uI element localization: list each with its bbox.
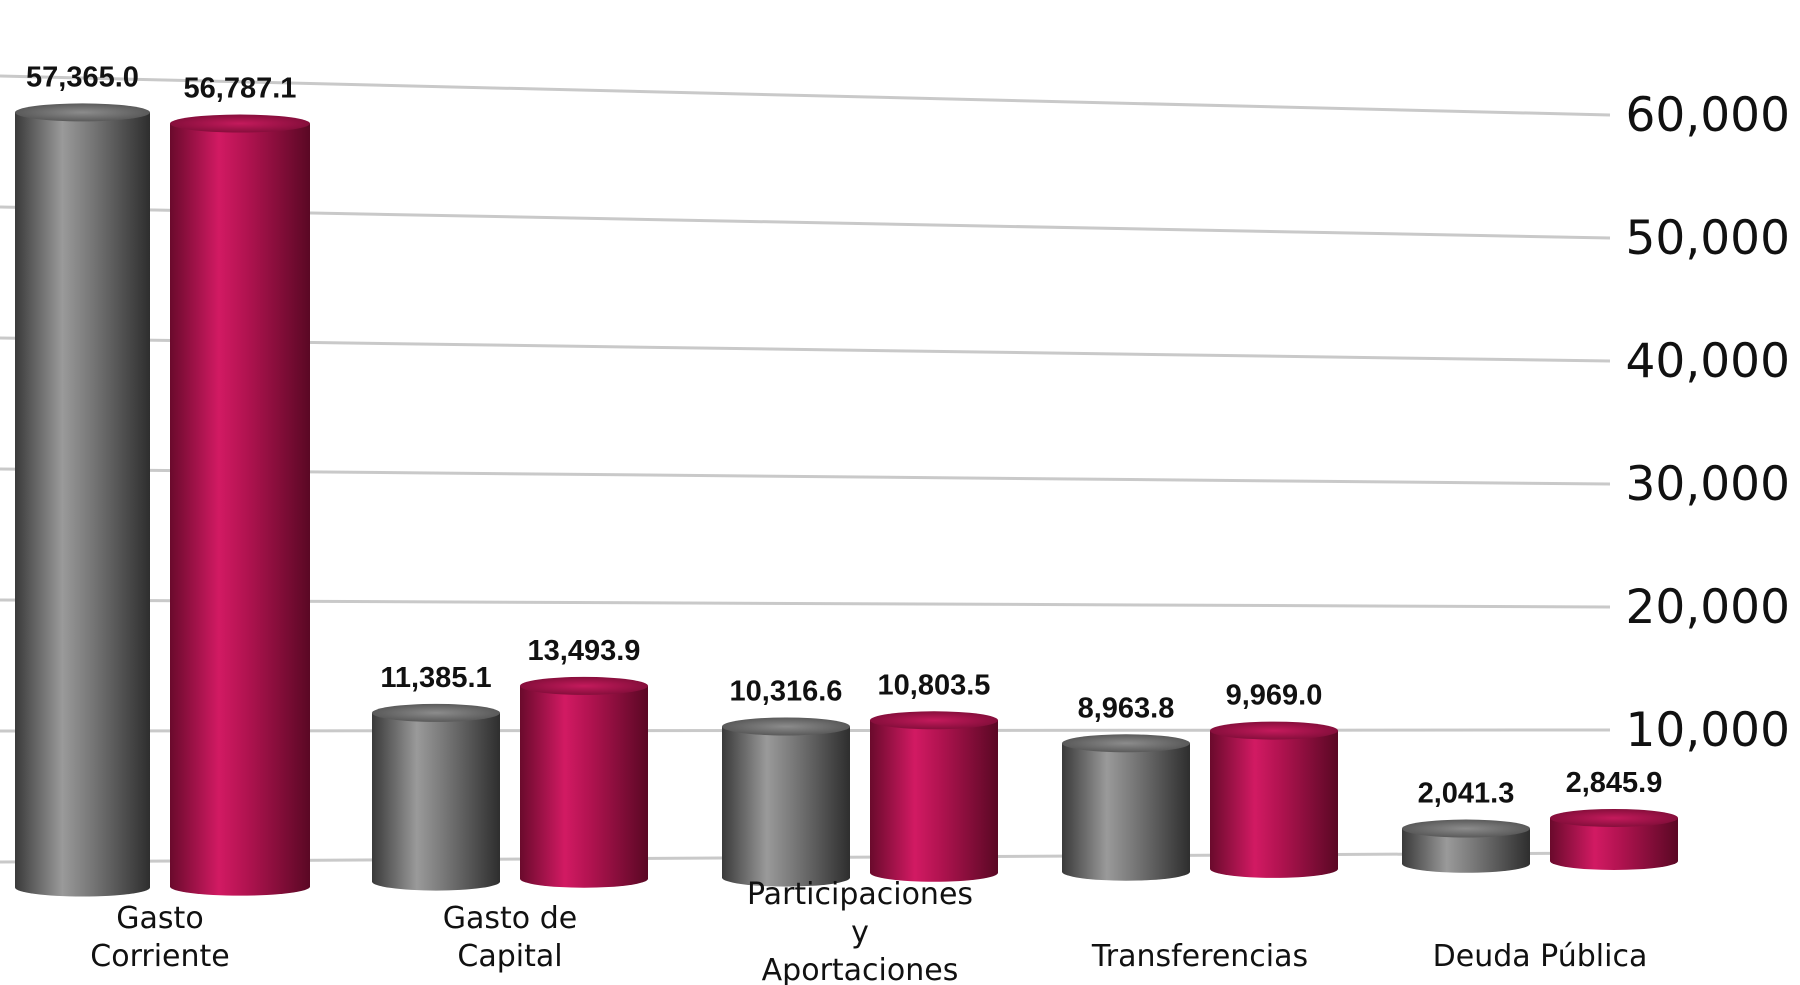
bar-body	[15, 112, 150, 897]
data-label: 56,787.1	[184, 73, 297, 105]
data-label: 9,969.0	[1226, 680, 1323, 712]
bar-cap	[372, 703, 500, 722]
bar-cap	[1210, 721, 1338, 740]
bar-body	[722, 726, 850, 887]
data-label: 10,316.6	[730, 675, 843, 707]
bar-cap	[15, 103, 150, 122]
data-labels: 57,365.0 56,787.1 11,385.1 13,493.9 10,316.6…	[26, 61, 1662, 809]
bar-cap	[170, 114, 310, 133]
data-label: 10,803.5	[878, 669, 991, 701]
bar-3-1	[1210, 721, 1338, 878]
bar-3-0	[1062, 734, 1190, 881]
bar-body	[372, 712, 500, 891]
y-tick-label: 10,000	[1626, 703, 1790, 758]
y-tick-label: 50,000	[1626, 211, 1790, 266]
x-axis: Gasto Corriente Gasto de Capital Participaci…	[90, 877, 1647, 985]
bar-cap	[870, 711, 998, 730]
bar-cap	[1550, 808, 1678, 827]
category-label: Gasto Corriente	[90, 901, 229, 974]
bar-body	[1062, 743, 1190, 881]
category-label: Participaciones y Aportaciones	[747, 877, 973, 985]
bar-2-0	[722, 717, 850, 887]
bars	[15, 103, 1678, 897]
bar-1-1	[520, 676, 648, 888]
category-label: Deuda Pública	[1433, 939, 1648, 974]
bar-4-1	[1550, 808, 1678, 870]
y-tick-label: 60,000	[1626, 88, 1790, 143]
bar-body	[1210, 730, 1338, 878]
data-label: 57,365.0	[26, 61, 139, 93]
bar-cap	[520, 676, 648, 695]
bar-body	[170, 123, 310, 896]
bar-0-0	[15, 103, 150, 897]
category-label: Transferencias	[1091, 939, 1308, 974]
bar-0-1	[170, 114, 310, 896]
y-tick-label: 40,000	[1626, 334, 1790, 389]
bar-1-0	[372, 703, 500, 891]
data-label: 11,385.1	[380, 662, 491, 694]
data-label: 13,493.9	[528, 635, 641, 667]
data-label: 8,963.8	[1078, 692, 1175, 724]
y-axis: 10,000 20,000 30,000 40,000 50,000 60,000	[1626, 88, 1790, 758]
bar-body	[520, 685, 648, 888]
bar-body	[1402, 828, 1530, 873]
bar-cap	[1062, 734, 1190, 753]
bar-body	[870, 720, 998, 882]
data-label: 2,845.9	[1566, 767, 1663, 799]
gridline	[0, 74, 1611, 117]
data-label: 2,041.3	[1418, 778, 1515, 810]
bar-cap	[1402, 819, 1530, 838]
bar-body	[1550, 817, 1678, 870]
bar-2-1	[870, 711, 998, 882]
y-tick-label: 20,000	[1626, 580, 1790, 635]
y-tick-label: 30,000	[1626, 457, 1790, 512]
category-label: Gasto de Capital	[443, 901, 577, 974]
bar-4-0	[1402, 819, 1530, 873]
bar-cap	[722, 717, 850, 736]
